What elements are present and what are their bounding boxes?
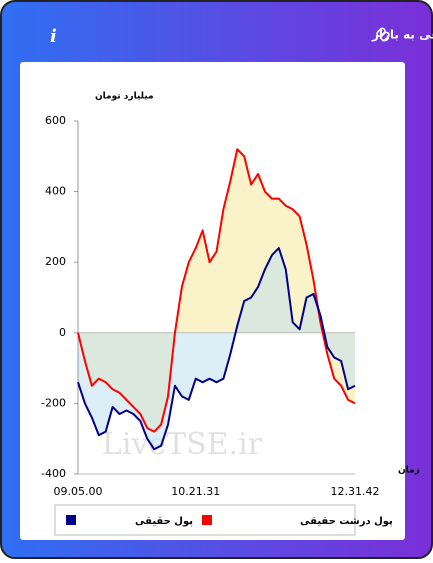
legend xyxy=(54,504,356,536)
y-tick-label: 400 xyxy=(45,185,66,198)
y-tick-label: -400 xyxy=(41,467,66,480)
x-axis-title: زمان xyxy=(398,466,420,476)
info-button[interactable]: i xyxy=(50,26,57,47)
y-tick-label: -200 xyxy=(41,396,66,409)
y-tick-label: 0 xyxy=(59,326,66,339)
y-axis-title: میلیارد تومان xyxy=(95,92,154,102)
line xyxy=(77,148,356,433)
y-tick-label: 200 xyxy=(45,255,66,268)
x-tick-label: 09.05.00 xyxy=(54,485,103,498)
x-tick-label: 10.21.31 xyxy=(171,485,220,498)
legend-label: پول حقیقی xyxy=(135,516,193,527)
watermark: LiveTSE.ir xyxy=(102,427,263,462)
y-tick-label: 600 xyxy=(45,114,66,127)
legend-label: پول درشت حقیقی xyxy=(300,516,393,527)
line xyxy=(77,247,356,451)
link-icon xyxy=(376,27,390,42)
legend-swatch xyxy=(202,515,212,525)
x-tick-label: 12.31.42 xyxy=(331,485,380,498)
area xyxy=(78,248,355,450)
legend-swatch xyxy=(66,515,76,525)
